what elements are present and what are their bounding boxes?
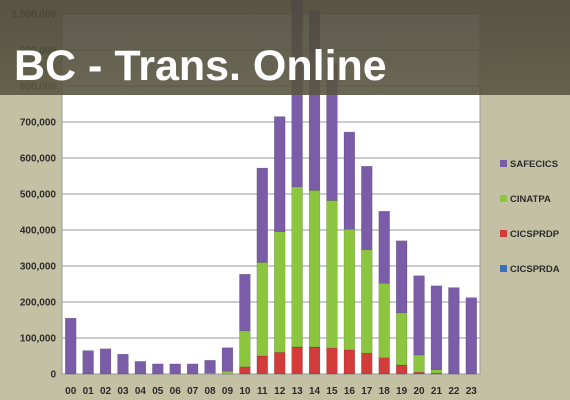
bar-segment-cinatpa [361, 249, 373, 354]
bar-segment-safecics [169, 363, 181, 375]
banner-title: BC - Trans. Online [14, 42, 387, 90]
bar-segment-safecics [134, 361, 147, 375]
bar-segment-cinatpa [239, 330, 251, 368]
x-tick-label: 01 [83, 386, 95, 397]
bar-segment-safecics [430, 285, 443, 370]
bar-segment-cicsprdp [308, 346, 321, 375]
bar-segment-cinatpa [343, 229, 356, 351]
bar-segment-safecics [204, 360, 216, 374]
x-tick-label: 15 [326, 386, 338, 397]
bar-segment-safecics [378, 211, 390, 284]
bar-segment-cicsprdp [343, 349, 356, 375]
bar-segment-cicsprdp [378, 357, 390, 375]
bar-segment-cicsprdp [291, 346, 303, 375]
bar-segment-cinatpa [274, 231, 286, 353]
bar-segment-safecics [343, 131, 356, 230]
x-tick-label: 02 [100, 386, 112, 397]
x-tick-label: 07 [187, 386, 199, 397]
x-tick-label: 10 [239, 386, 251, 397]
bar-segment-safecics [99, 348, 112, 375]
x-tick-label: 16 [344, 386, 356, 397]
bar-segment-cicsprdp [256, 355, 268, 375]
y-tick-label: 200,000 [20, 298, 57, 309]
legend-swatch [500, 160, 507, 167]
legend: SAFECICS CINATPA CICSPRDP CICSPRDA [500, 159, 560, 275]
bar-segment-cinatpa [378, 283, 390, 359]
bar-segment-cicsprdp [361, 352, 373, 375]
x-tick-label: 05 [152, 386, 164, 397]
bar-segment-safecics [65, 317, 77, 375]
legend-label: CICSPRDA [510, 264, 560, 275]
bar-segment-safecics [82, 350, 94, 375]
x-tick-label: 06 [170, 386, 182, 397]
x-tick-label: 11 [257, 386, 268, 397]
bar-segment-cicsprdp [239, 366, 251, 375]
bar-segment-cinatpa [430, 369, 443, 374]
bar-segment-safecics [152, 363, 164, 375]
x-tick-label: 17 [361, 386, 373, 397]
x-tick-label: 09 [222, 386, 234, 397]
title-banner: BC - Trans. Online [0, 0, 570, 95]
bar-segment-cicsprdp [274, 352, 286, 375]
bar-segment-cinatpa [256, 262, 268, 357]
bar-segment-cicsprdp [326, 347, 338, 375]
y-tick-label: 700,000 [20, 118, 57, 129]
legend-swatch [500, 265, 507, 272]
legend-swatch [500, 230, 507, 237]
x-tick-label: 13 [292, 386, 304, 397]
legend-label: SAFECICS [510, 159, 558, 170]
bar-segment-cinatpa [221, 370, 234, 375]
x-tick-label: 19 [396, 386, 408, 397]
x-axis-tick-labels: 00 01 02 03 04 05 06 07 08 09 10 11 12 13 14 15 16 17 18 19… [65, 386, 477, 397]
legend-label: CICSPRDP [510, 229, 560, 240]
x-tick-label: 03 [117, 386, 129, 397]
legend-label: CINATPA [510, 194, 551, 205]
x-tick-label: 04 [135, 386, 147, 397]
bar-segment-safecics [221, 347, 234, 372]
bar-segment-cinatpa [326, 200, 338, 349]
x-tick-label: 12 [274, 386, 286, 397]
bar-segment-safecics [117, 353, 129, 375]
x-tick-label: 20 [413, 386, 425, 397]
bar-segment-cinatpa [395, 312, 408, 366]
y-tick-label: 500,000 [20, 190, 57, 201]
x-tick-label: 14 [309, 386, 321, 397]
x-tick-label: 22 [448, 386, 460, 397]
bar-segment-safecics [361, 166, 373, 251]
y-tick-label: 0 [50, 370, 56, 381]
y-tick-label: 600,000 [20, 154, 57, 165]
bar-segment-safecics [239, 274, 251, 332]
x-tick-label: 21 [431, 386, 443, 397]
legend-swatch [500, 195, 507, 202]
bar-segment-cicsprdp [395, 364, 408, 375]
bar-segment-safecics [395, 240, 408, 314]
bar-segment-safecics [186, 363, 199, 375]
title-banner-background [0, 0, 570, 95]
bar-segment-safecics [274, 116, 286, 233]
x-tick-label: 23 [466, 386, 478, 397]
bar-segment-safecics [465, 297, 477, 375]
bar-segment-cinatpa [413, 354, 425, 373]
bar-segment-safecics [256, 167, 268, 263]
x-tick-label: 08 [204, 386, 216, 397]
x-tick-label: 00 [65, 386, 77, 397]
bar-segment-safecics [448, 287, 460, 375]
bar-segment-cicsprdp [413, 371, 425, 375]
y-tick-label: 400,000 [20, 226, 57, 237]
bar-segment-safecics [413, 275, 425, 356]
bar-segment-cinatpa [308, 190, 321, 348]
bar-segment-cinatpa [291, 186, 303, 348]
y-tick-label: 300,000 [20, 262, 57, 273]
y-tick-label: 100,000 [20, 334, 57, 345]
x-tick-label: 18 [379, 386, 391, 397]
